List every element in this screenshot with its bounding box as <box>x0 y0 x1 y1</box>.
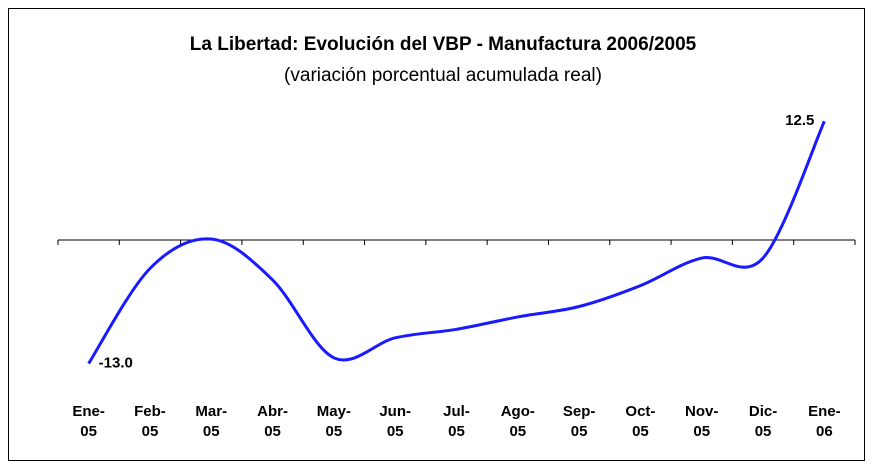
x-tick-label: Jul- 05 <box>443 403 470 440</box>
chart-title: La Libertad: Evolución del VBP - Manufac… <box>190 34 697 55</box>
x-tick-label: Nov- 05 <box>685 403 719 440</box>
line <box>87 120 826 365</box>
data-label: 12.5 <box>785 112 814 129</box>
chart-subtitle: (variación porcentual acumulada real) <box>284 65 602 86</box>
data-label: -13.0 <box>99 354 133 371</box>
frame <box>8 8 865 461</box>
x-tick-label: Dic- 05 <box>748 403 778 440</box>
x-tick-label: Ago- 05 <box>500 403 535 440</box>
x-tick-label: Ene- 05 <box>72 403 105 440</box>
x-tick-label: Abr- 05 <box>257 403 288 440</box>
x-tick-label: Jun- 05 <box>379 403 412 440</box>
x-tick-label: Oct- 05 <box>625 403 656 440</box>
x-tick-label: Feb- 05 <box>134 403 166 440</box>
x-tick-label: Sep- 05 <box>562 403 596 440</box>
x-tick-label: Mar- 05 <box>195 403 228 440</box>
x-tick-label: Ene- 06 <box>808 403 841 440</box>
x-tick-label: May- 05 <box>316 403 351 440</box>
